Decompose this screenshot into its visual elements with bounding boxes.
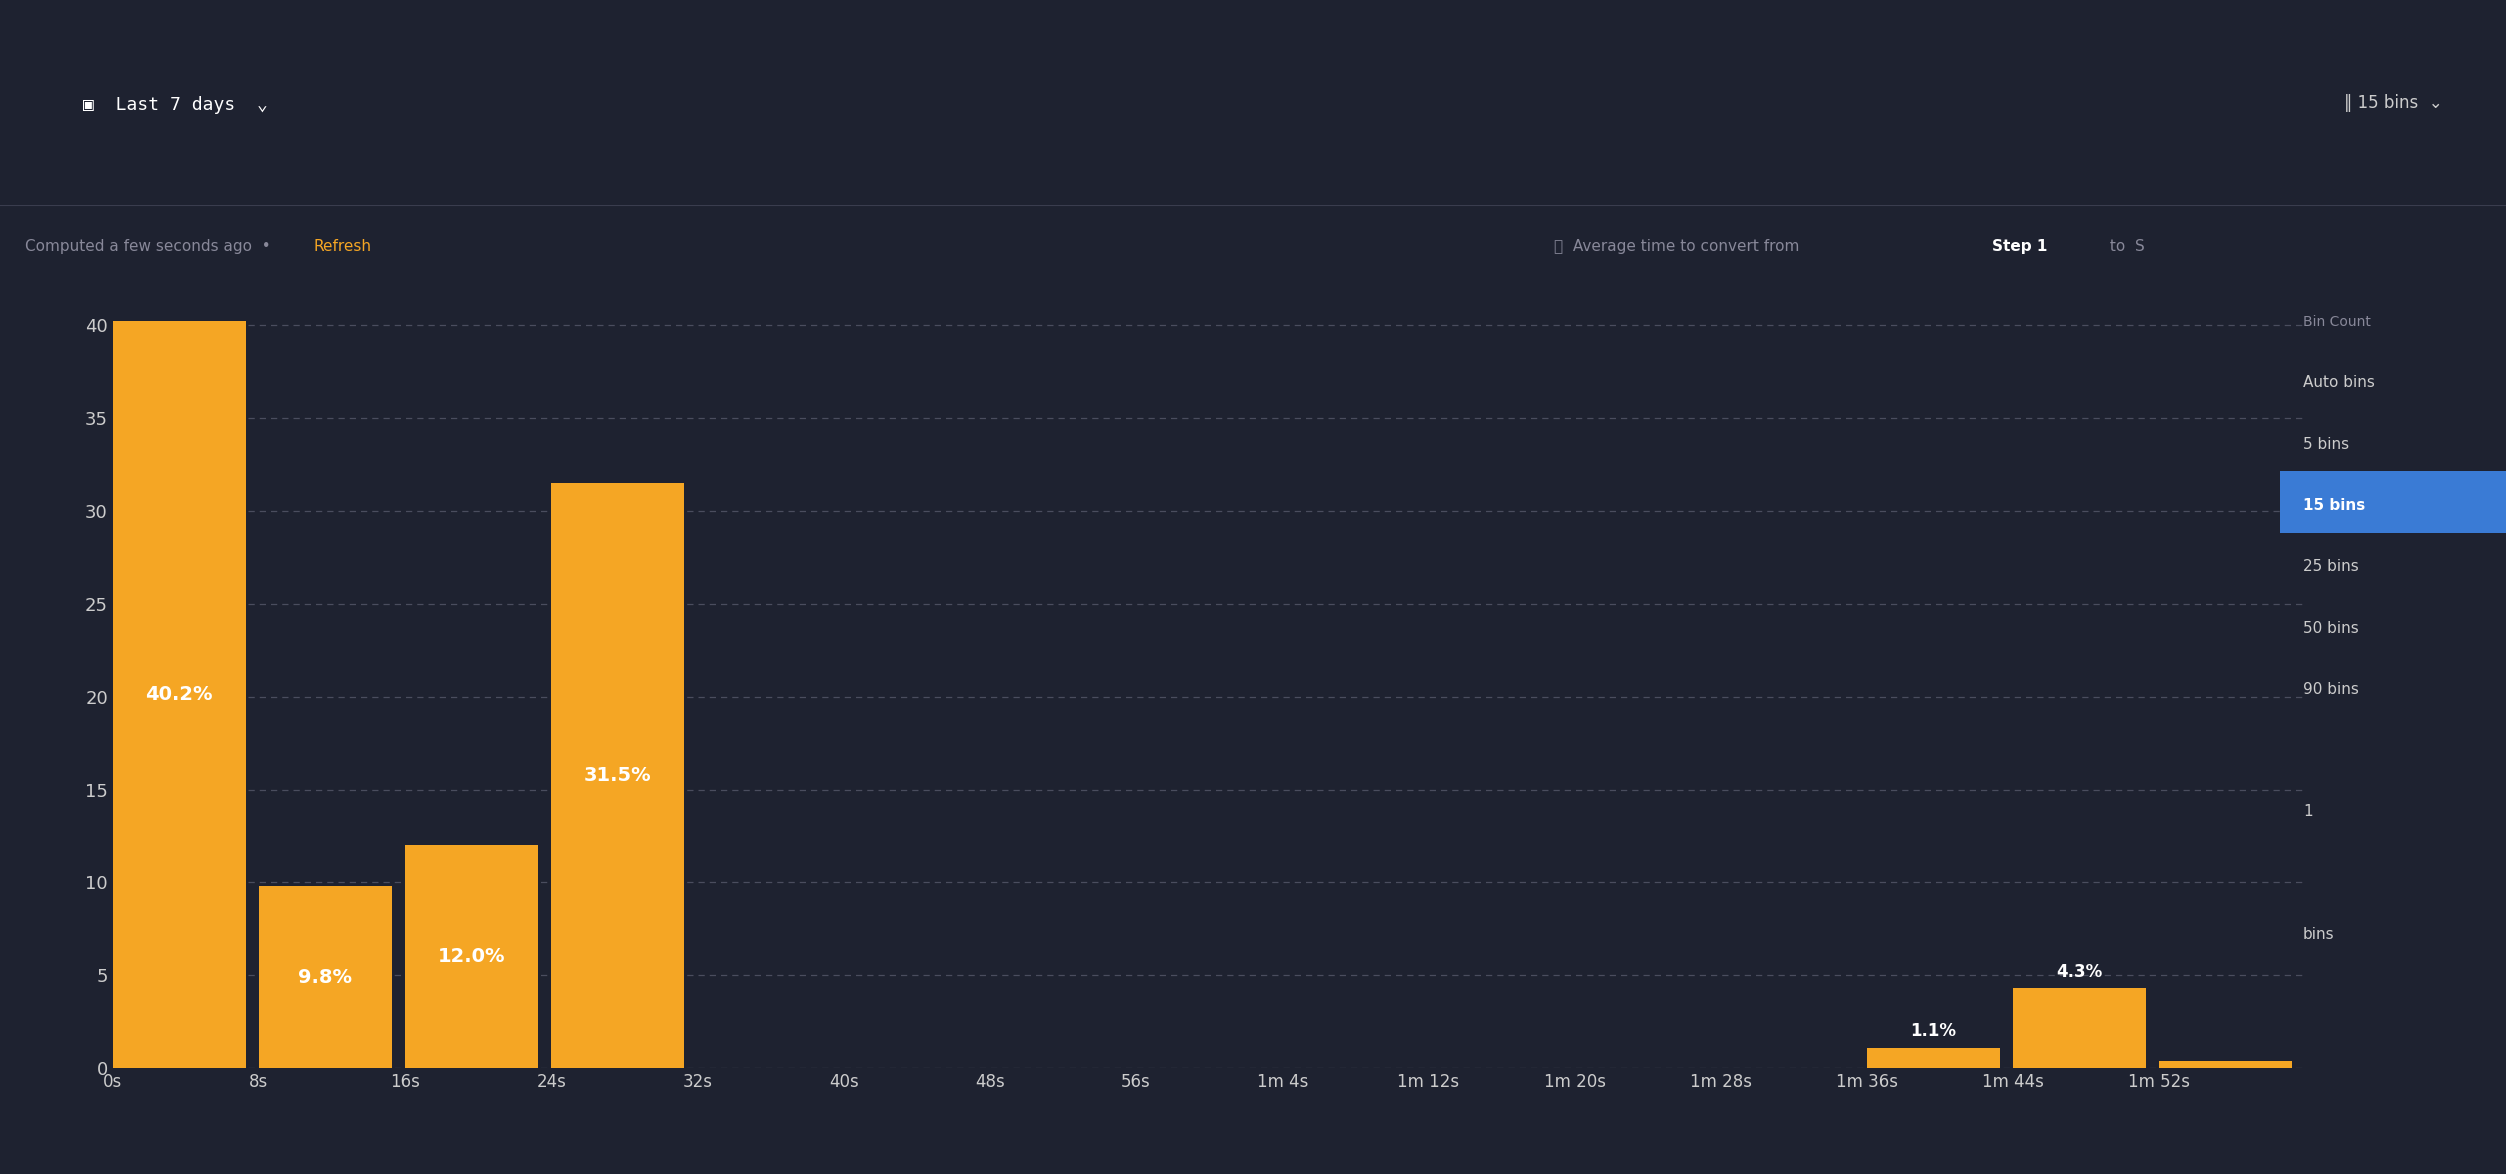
Bar [2012, 989, 2145, 1068]
Text: Auto bins: Auto bins [2303, 376, 2376, 391]
Text: 1.1%: 1.1% [1910, 1023, 1957, 1040]
Text: Bin Count: Bin Count [2303, 315, 2371, 329]
Text: to  S: to S [2105, 239, 2145, 254]
Text: Step 1: Step 1 [1992, 239, 2047, 254]
Text: 1: 1 [2303, 804, 2313, 819]
FancyBboxPatch shape [2280, 472, 2506, 533]
Bar [1867, 1048, 2000, 1068]
Text: 9.8%: 9.8% [298, 967, 353, 987]
Text: 31.5%: 31.5% [584, 767, 652, 785]
Text: 5 bins: 5 bins [2303, 437, 2348, 452]
Text: bins: bins [2303, 927, 2336, 942]
Bar [2160, 1061, 2293, 1068]
Text: 25 bins: 25 bins [2303, 559, 2358, 574]
Text: 90 bins: 90 bins [2303, 682, 2358, 697]
Text: 15 bins: 15 bins [2303, 498, 2366, 513]
Text: ⓘ  Average time to convert from: ⓘ Average time to convert from [1554, 239, 1799, 254]
Text: 50 bins: 50 bins [2303, 621, 2358, 635]
Text: Refresh: Refresh [313, 239, 371, 254]
Bar [551, 483, 684, 1068]
Bar [406, 845, 539, 1068]
Text: 40.2%: 40.2% [145, 686, 213, 704]
Bar [113, 322, 246, 1068]
Text: 12.0%: 12.0% [439, 947, 506, 966]
Text: ‖ 15 bins  ⌄: ‖ 15 bins ⌄ [2343, 94, 2443, 112]
Bar [258, 886, 391, 1068]
Text: 4.3%: 4.3% [2057, 963, 2103, 981]
Text: Computed a few seconds ago  •: Computed a few seconds ago • [25, 239, 271, 254]
Text: ▣  Last 7 days  ⌄: ▣ Last 7 days ⌄ [83, 96, 268, 114]
